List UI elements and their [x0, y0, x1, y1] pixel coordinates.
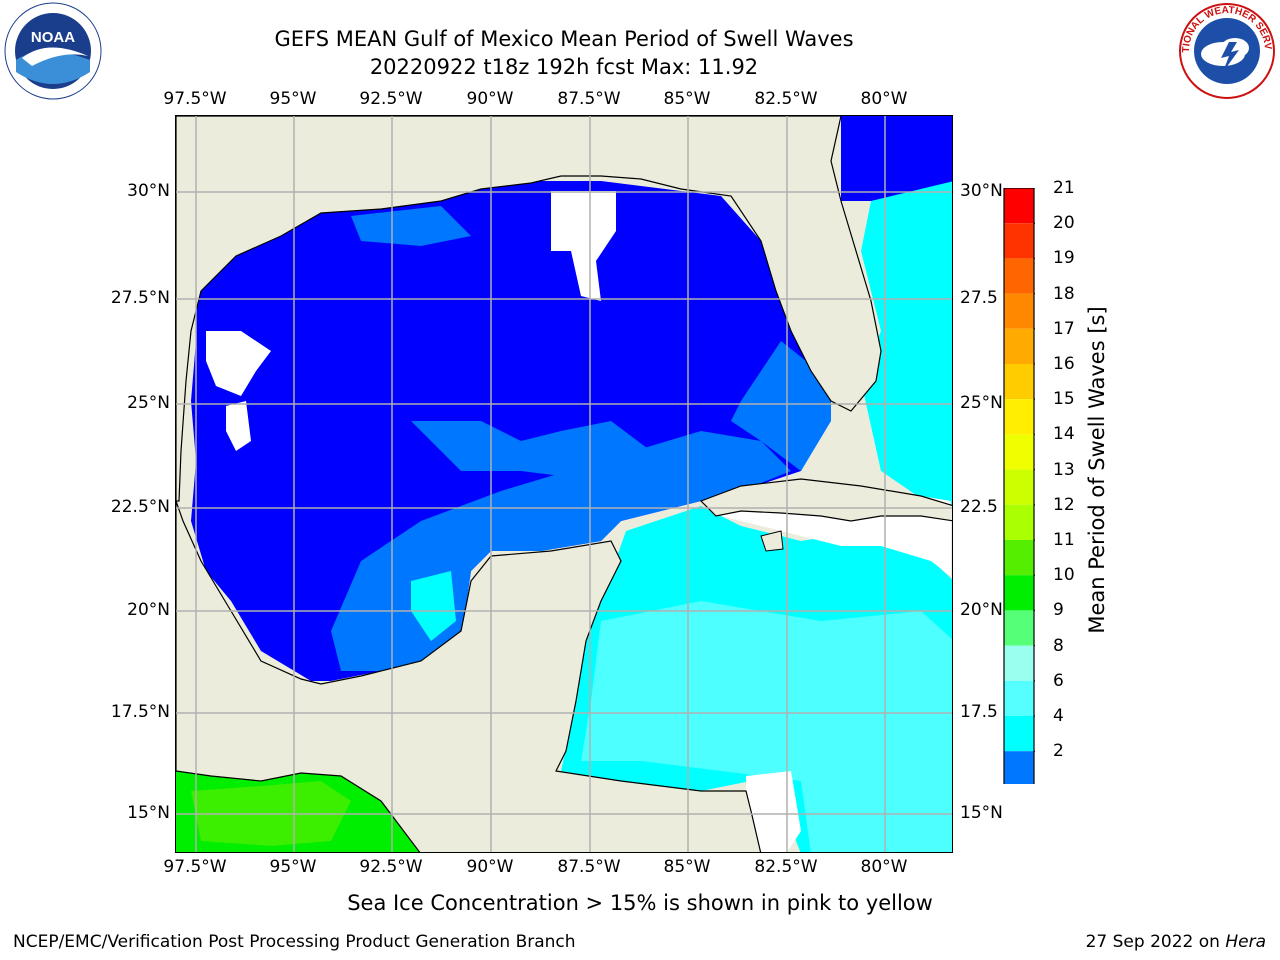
colorbar-tick-label: 13 — [1053, 459, 1075, 480]
colorbar-tick-label: 12 — [1053, 494, 1075, 515]
colorbar-swatch — [1004, 434, 1034, 470]
lon-label-bottom: 90°W — [466, 857, 514, 877]
lat-label-right: 20°N — [960, 600, 1003, 620]
colorbar-swatch — [1004, 716, 1034, 752]
lon-label-top: 80°W — [860, 89, 908, 109]
colorbar-tick-label: 2 — [1053, 741, 1064, 762]
lat-label-right: 22.5 — [960, 497, 998, 517]
colorbar-tick-label: 20 — [1053, 213, 1075, 234]
lat-label-left: 30°N — [127, 181, 170, 201]
colorbar-swatch — [1004, 399, 1034, 435]
pacific-coastline — [176, 770, 421, 852]
lon-label-bottom: 80°W — [860, 857, 908, 877]
colorbar-tick-label: 11 — [1053, 530, 1075, 550]
colorbar-tick-label: 18 — [1053, 283, 1075, 304]
nws-logo: NATIONAL WEATHER SERVICE — [1173, 0, 1277, 104]
colorbar-swatch — [1004, 751, 1034, 787]
lat-label-left: 22.5°N — [110, 497, 170, 517]
colorbar-label: Mean Period of Swell Waves [s] — [1085, 306, 1109, 634]
gridlines — [176, 116, 952, 852]
campeche-patch — [411, 571, 456, 641]
lat-label-left: 20°N — [127, 600, 170, 620]
chart-title: GEFS MEAN Gulf of Mexico Mean Period of … — [274, 27, 854, 51]
lon-label-top: 87.5°W — [557, 89, 621, 109]
sea-ice-caption: Sea Ice Concentration > 15% is shown in … — [347, 891, 933, 915]
colorbar-tick-label: 21 — [1053, 178, 1075, 198]
colorbar-tick-label: 6 — [1053, 670, 1064, 691]
lon-label-bottom: 87.5°W — [557, 857, 621, 877]
north-gulf-patch — [351, 206, 471, 246]
lon-label-top: 97.5°W — [163, 89, 227, 109]
colorbar-swatch — [1004, 645, 1034, 681]
mexico-central-america-land — [176, 500, 762, 852]
colorbar-swatch — [1004, 469, 1034, 505]
colorbar-swatch — [1004, 328, 1034, 364]
colorbar-swatch — [1004, 188, 1034, 224]
lon-label-top: 92.5°W — [359, 89, 423, 109]
noaa-logo: NOAA — [2, 2, 104, 104]
north-america-land — [176, 116, 882, 502]
gulf-mid-patch — [411, 421, 651, 481]
lat-label-left: 17.5°N — [110, 702, 170, 722]
footer-credit: NCEP/EMC/Verification Post Processing Pr… — [13, 932, 576, 952]
footer-date-text: 27 Sep 2022 on — [1085, 932, 1226, 952]
mask-texas-coast — [206, 331, 271, 396]
colorbar-tick-label: 19 — [1053, 248, 1075, 269]
colorbar-tick-label: 16 — [1053, 354, 1075, 374]
footer-host: Hera — [1225, 932, 1266, 952]
map-panel — [175, 115, 953, 853]
lon-label-bottom: 97.5°W — [163, 857, 227, 877]
chart-subtitle: 20220922 t18z 192h fcst Max: 11.92 — [369, 55, 759, 79]
colorbar-swatch — [1004, 575, 1034, 611]
colorbar-tick-label: 4 — [1053, 706, 1064, 726]
mask-texas-coast-2 — [226, 401, 251, 451]
lon-label-top: 82.5°W — [754, 89, 818, 109]
lon-label-top: 95°W — [269, 89, 317, 109]
lat-label-left: 27.5°N — [110, 288, 170, 308]
caribbean-light-field — [581, 601, 952, 852]
atlantic-east-field — [861, 181, 952, 520]
colorbar-svg — [1002, 187, 1036, 816]
lat-label-right: 15°N — [960, 803, 1003, 823]
colorbar-swatch — [1004, 680, 1034, 716]
colorbar-swatch — [1004, 540, 1034, 576]
lon-label-bottom: 92.5°W — [359, 857, 423, 877]
colorbar-tick-label: 14 — [1053, 424, 1075, 445]
colorbar-swatch — [1004, 364, 1034, 400]
colorbar-tick-label: 15 — [1053, 389, 1075, 410]
colorbar-swatch — [1004, 293, 1034, 329]
lon-label-top: 90°W — [466, 89, 514, 109]
lat-label-right: 27.5 — [960, 288, 998, 308]
lon-label-top: 85°W — [663, 89, 711, 109]
lat-label-left: 15°N — [127, 803, 170, 823]
noaa-logo-text: NOAA — [31, 29, 75, 46]
map-svg — [176, 116, 952, 852]
colorbar-swatch — [1004, 504, 1034, 540]
florida-shelf-field — [731, 341, 831, 471]
footer-date: 27 Sep 2022 on Hera — [1086, 932, 1266, 952]
lat-label-right: 30°N — [960, 181, 1003, 201]
colorbar-swatch — [1004, 258, 1034, 294]
colorbar-swatch — [1004, 610, 1034, 646]
colorbar — [1002, 187, 1036, 816]
colorbar-tick-label: 10 — [1053, 565, 1075, 586]
colorbar-tick-label: 8 — [1053, 635, 1064, 656]
lon-label-bottom: 95°W — [269, 857, 317, 877]
lat-label-right: 25°N — [960, 393, 1003, 413]
cuba-land — [699, 478, 952, 522]
mask-mississippi — [551, 191, 616, 301]
colorbar-swatch — [1004, 223, 1034, 259]
gulf-deep-field — [191, 181, 831, 681]
lat-label-right: 17.5 — [960, 702, 998, 722]
colorbar-tick-label: 9 — [1053, 600, 1064, 621]
lon-label-bottom: 82.5°W — [754, 857, 818, 877]
atlantic-north-field — [841, 116, 952, 201]
colorbar-tick-label: 17 — [1053, 318, 1075, 339]
isla-juventud-land — [760, 530, 784, 552]
lon-label-bottom: 85°W — [663, 857, 711, 877]
lat-label-left: 25°N — [127, 393, 170, 413]
